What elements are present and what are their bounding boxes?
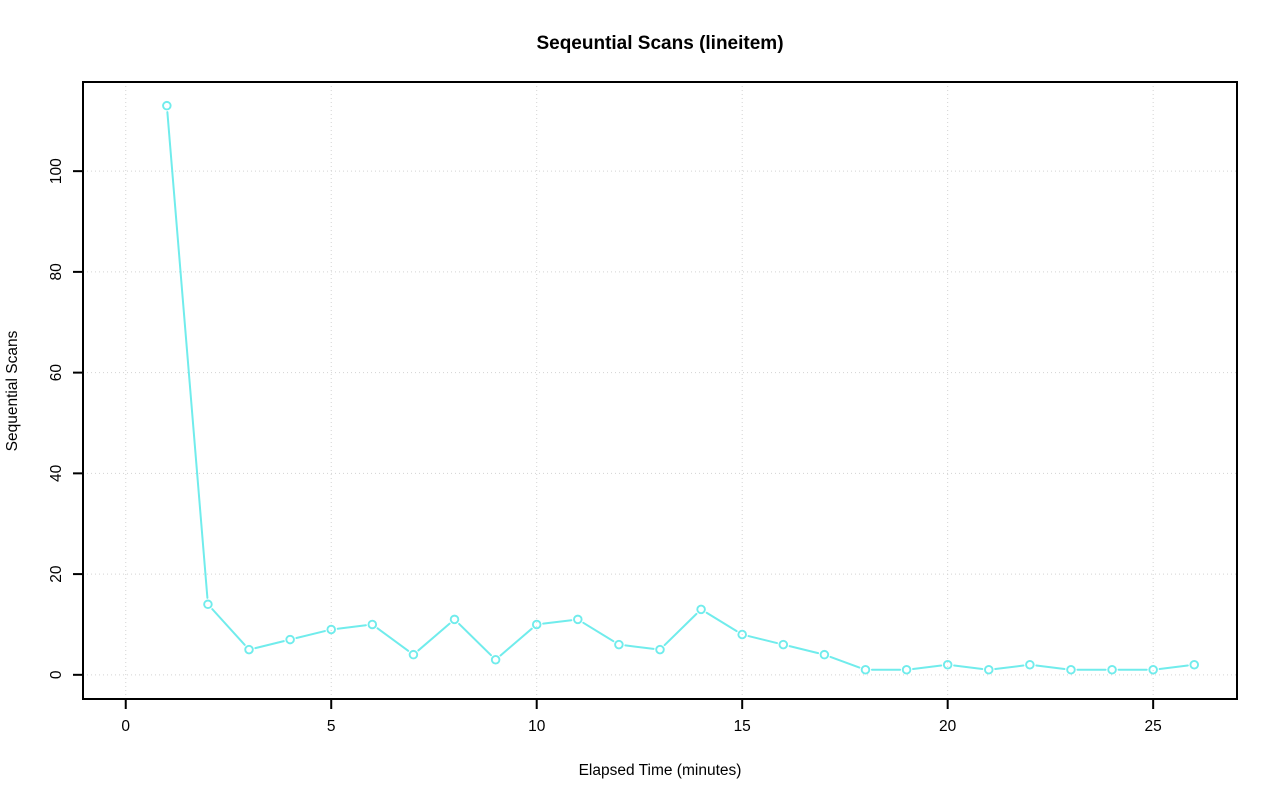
data-point-marker (162, 100, 172, 111)
y-tick-label: 80 (48, 263, 65, 281)
chart-title: Seqeuntial Scans (lineitem) (536, 33, 783, 54)
y-tick-label: 100 (48, 158, 65, 184)
series-line-segment (1035, 664, 1066, 670)
x-tick-label: 20 (939, 718, 957, 735)
series-line-segment (166, 111, 209, 599)
data-point-marker (942, 660, 953, 670)
data-point-marker (285, 634, 295, 645)
data-point-marker (326, 624, 336, 635)
data-point-marker (819, 649, 830, 660)
data-point-marker (367, 619, 378, 630)
series-line-segment (705, 611, 738, 633)
data-point-marker (1107, 665, 1117, 675)
data-point-marker (1189, 660, 1200, 670)
data-point-marker (655, 644, 665, 655)
series-line-segment (747, 635, 778, 645)
x-tick-label: 15 (734, 718, 751, 735)
data-point-marker (737, 629, 747, 640)
data-point-marker (573, 614, 583, 625)
series-layer (162, 100, 1200, 675)
series-line-segment (254, 640, 285, 650)
x-tick-label: 5 (327, 718, 336, 735)
series-line-segment (542, 619, 573, 625)
axis-layer: 0 5 10 15 20 25 0 20 40 60 80 100 (48, 81, 1238, 735)
series-line-segment (788, 645, 820, 655)
series-line-segment (582, 621, 615, 643)
data-point-marker (778, 639, 789, 650)
series-line-segment (663, 612, 698, 647)
series-line-segment (458, 622, 492, 657)
y-axis-title: Sequential Scans (4, 330, 21, 451)
x-tick-label: 0 (121, 718, 130, 735)
data-point-marker (531, 619, 542, 630)
data-point-marker (244, 644, 254, 655)
series-line-segment (295, 630, 326, 640)
y-tick-label: 40 (48, 464, 65, 482)
series-line-segment (1158, 664, 1189, 670)
series-line-segment (336, 624, 367, 630)
series-line-segment (376, 627, 410, 652)
y-tick-label: 60 (48, 364, 65, 382)
data-point-marker (860, 665, 871, 675)
y-tick-label: 20 (48, 565, 65, 583)
series-line-segment (953, 664, 984, 670)
y-tick-label: 0 (48, 670, 65, 679)
series-line-segment (417, 622, 451, 652)
x-tick-label: 10 (528, 718, 546, 735)
data-point-marker (901, 665, 912, 675)
data-point-marker (984, 665, 994, 675)
series-line-segment (829, 655, 861, 669)
data-point-marker (1025, 660, 1035, 670)
data-point-marker (614, 639, 624, 650)
x-tick-label: 25 (1145, 718, 1162, 735)
data-point-marker (203, 599, 213, 610)
data-point-marker (408, 649, 419, 660)
x-axis-title: Elapsed Time (minutes) (579, 762, 742, 779)
series-line-segment (624, 644, 655, 650)
data-point-marker (490, 654, 501, 665)
series-line-segment (912, 664, 943, 670)
data-point-marker (1148, 665, 1158, 675)
plot-box (82, 81, 1238, 700)
grid-layer (83, 82, 1237, 699)
series-line-segment (211, 608, 246, 646)
series-line-segment (994, 664, 1025, 670)
data-point-marker (696, 604, 706, 615)
data-point-marker (449, 614, 460, 625)
data-point-marker (1066, 665, 1076, 675)
series-line-segment (499, 627, 533, 657)
